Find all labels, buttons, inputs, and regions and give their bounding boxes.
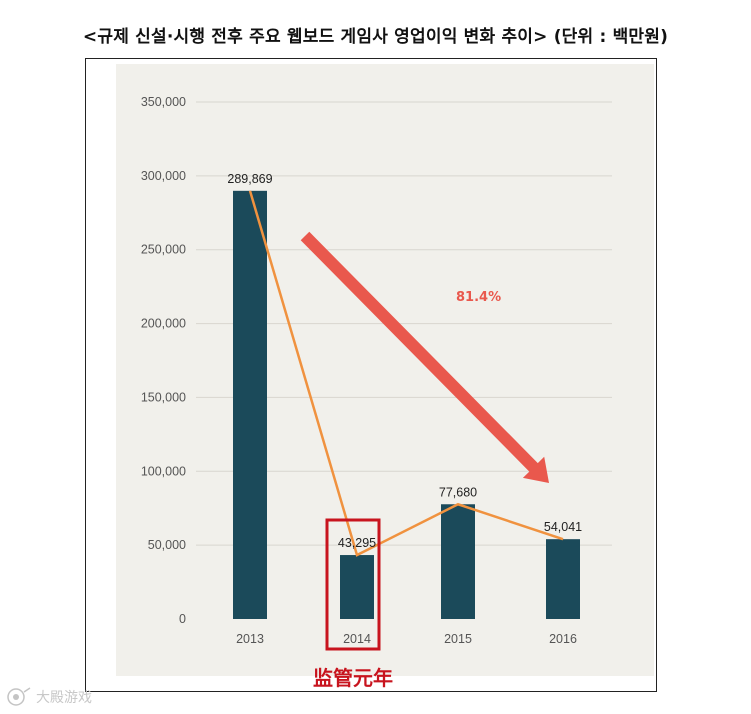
y-tick-label: 50,000 [148, 538, 186, 552]
y-tick-label: 0 [179, 612, 186, 626]
highlight-caption: 监管元年 [313, 666, 393, 690]
data-label: 54,041 [544, 520, 582, 534]
y-tick-label: 200,000 [141, 317, 186, 331]
y-tick-label: 350,000 [141, 95, 186, 109]
decline-arrow-icon [300, 231, 549, 483]
data-label: 289,869 [227, 172, 272, 186]
x-tick-label: 2015 [444, 632, 472, 646]
decline-arrow [300, 231, 549, 483]
bar-2014 [340, 555, 374, 619]
operating-profit-chart: 0 50,000 100,000 150,000 200,000 250,000 300,0… [116, 64, 654, 690]
data-label: 43,295 [338, 536, 376, 550]
bar-2016 [546, 539, 580, 619]
data-labels: 289,869 43,295 77,680 54,041 [227, 172, 582, 550]
x-tick-label: 2013 [236, 632, 264, 646]
decline-percent-label: 81.4% [456, 290, 501, 305]
bar-2015 [441, 504, 475, 619]
chart-frame: 0 50,000 100,000 150,000 200,000 250,000 300,0… [85, 58, 657, 692]
y-tick-label: 100,000 [141, 464, 186, 478]
bars [233, 190, 580, 619]
highlight-box-2014 [325, 518, 381, 651]
x-axis-ticks: 2013 2014 2015 2016 [236, 632, 577, 646]
data-label: 77,680 [439, 485, 477, 499]
bar-2013 [233, 190, 267, 619]
trend-line [248, 190, 564, 557]
watermark-logo-icon [7, 687, 31, 706]
watermark-text: 大殿游戏 [36, 690, 92, 706]
x-tick-label: 2014 [343, 632, 371, 646]
watermark: 大殿游戏 [7, 687, 92, 706]
y-axis-ticks: 0 50,000 100,000 150,000 200,000 250,000 300,0… [141, 95, 186, 626]
y-tick-label: 300,000 [141, 169, 186, 183]
page-title: <규제 신설·시행 전후 주요 웹보드 게임사 영업이익 변화 추이> (단위 … [82, 27, 669, 47]
x-tick-label: 2016 [549, 632, 577, 646]
y-tick-label: 150,000 [141, 390, 186, 404]
y-tick-label: 250,000 [141, 243, 186, 257]
